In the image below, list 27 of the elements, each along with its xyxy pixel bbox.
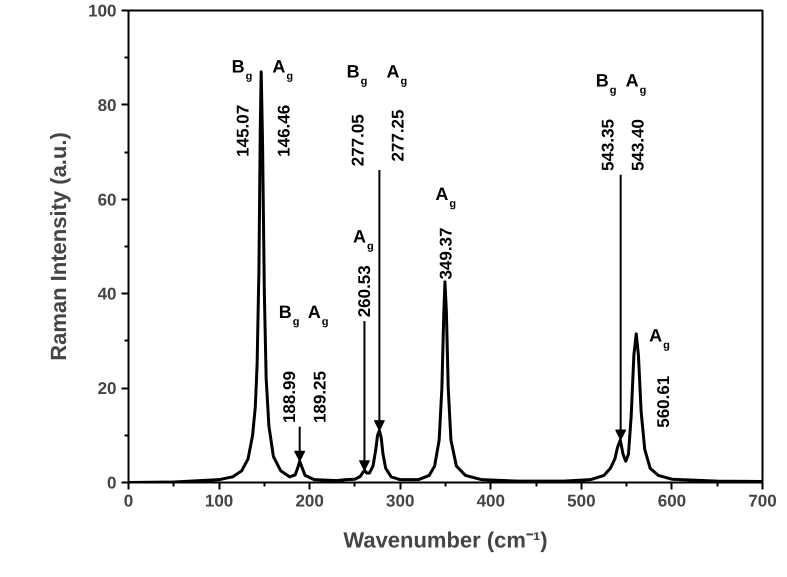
annotation: 560.61 (654, 376, 673, 428)
annotation: 349.37 (436, 228, 456, 280)
y-tick-label: 0 (107, 474, 117, 492)
y-tick-label: 40 (98, 284, 117, 304)
annotation: 277.05 (348, 114, 368, 166)
annotation: 146.46 (274, 104, 294, 157)
annotation: 188.99 (280, 371, 299, 424)
y-tick-label: 60 (98, 190, 117, 210)
annotation: 145.07 (234, 104, 253, 157)
y-axis-title: Raman Intensity (a.u.) (46, 132, 72, 361)
x-tick-label: 0 (124, 492, 134, 510)
x-tick-label: 600 (658, 492, 686, 510)
x-tick-label: 500 (567, 492, 596, 510)
annotation: 543.40 (628, 118, 648, 171)
y-tick-label: 80 (98, 96, 117, 115)
x-tick-label: 200 (295, 492, 324, 510)
annotation: 543.35 (598, 118, 618, 171)
x-axis-title: Wavenumber (cm⁻¹) (343, 528, 548, 552)
annotation: 277.25 (388, 110, 408, 162)
annotation: 189.25 (310, 371, 330, 424)
annotation: 260.53 (354, 265, 374, 318)
y-tick-label: 100 (88, 2, 117, 20)
y-tick-label: 20 (98, 379, 117, 398)
x-tick-label: 400 (476, 492, 505, 510)
x-tick-label: 100 (204, 492, 234, 510)
x-tick-label: 700 (748, 492, 777, 510)
x-tick-label: 300 (386, 492, 414, 510)
